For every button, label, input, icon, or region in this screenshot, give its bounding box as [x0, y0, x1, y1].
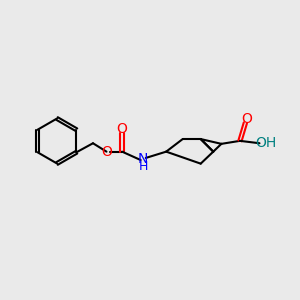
- Text: O: O: [117, 122, 128, 136]
- Text: OH: OH: [256, 136, 277, 150]
- Text: O: O: [101, 145, 112, 159]
- Text: H: H: [138, 160, 148, 173]
- Text: O: O: [242, 112, 252, 126]
- Text: N: N: [138, 152, 148, 166]
